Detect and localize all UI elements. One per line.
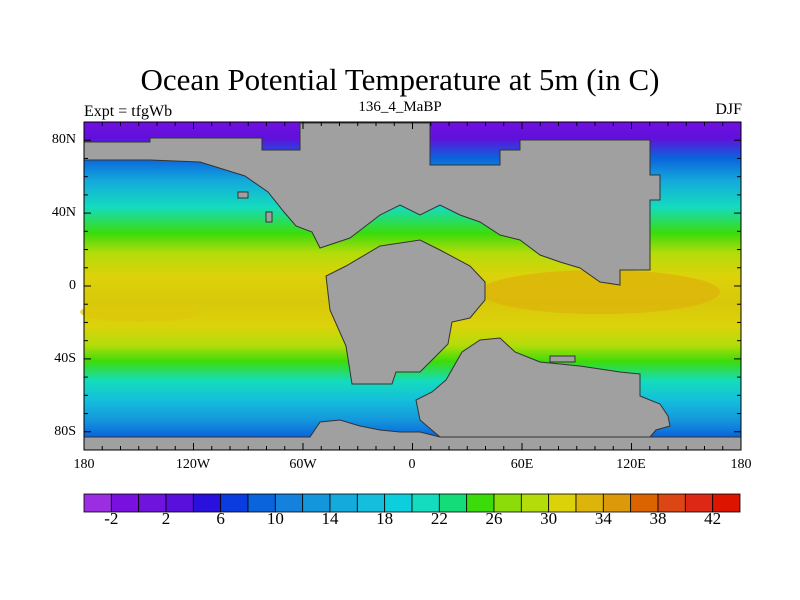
- colorbar-label: 18: [376, 509, 394, 528]
- lat-label: 40N: [51, 205, 76, 220]
- colorbar-label: 14: [321, 509, 339, 528]
- land-island: [549, 355, 576, 363]
- plot-title: Ocean Potential Temperature at 5m (in C): [140, 62, 660, 97]
- land-central-continent: [325, 239, 486, 385]
- colorbar-label: 6: [216, 509, 225, 528]
- experiment-label: Expt = tfgWb: [84, 103, 173, 120]
- lat-label: 80S: [54, 424, 76, 439]
- period-label: 136_4_MaBP: [358, 99, 442, 115]
- lat-label: 0: [69, 278, 76, 293]
- colorbar-label: -2: [104, 509, 119, 528]
- colorbar-label: 42: [704, 509, 722, 528]
- lon-label: 120E: [616, 457, 646, 472]
- lon-label: 120W: [175, 457, 211, 472]
- land-northern-continent: [83, 122, 661, 286]
- colorbar-label: 10: [266, 509, 284, 528]
- colorbar-label: 38: [649, 509, 667, 528]
- season-label: DJF: [715, 101, 742, 118]
- land-island: [265, 211, 273, 223]
- lat-label: 80N: [51, 132, 76, 147]
- lat-label: 40S: [54, 351, 76, 366]
- colorbar-label: 2: [161, 509, 171, 528]
- lon-label: 180: [730, 457, 752, 472]
- warm-pool-west: [80, 302, 200, 322]
- warm-pool: [480, 270, 720, 314]
- colorbar-label: 30: [540, 509, 558, 528]
- lon-label: 180: [73, 457, 95, 472]
- lon-label: 60E: [510, 457, 534, 472]
- lon-label: 60W: [289, 457, 317, 472]
- colorbar-box: [712, 493, 741, 513]
- lon-label: 0: [408, 457, 416, 472]
- colorbar-label: 22: [430, 509, 448, 528]
- colorbar-label: 26: [485, 509, 503, 528]
- land-island: [237, 191, 249, 199]
- colorbar: [83, 493, 741, 513]
- colorbar-label: 34: [594, 509, 612, 528]
